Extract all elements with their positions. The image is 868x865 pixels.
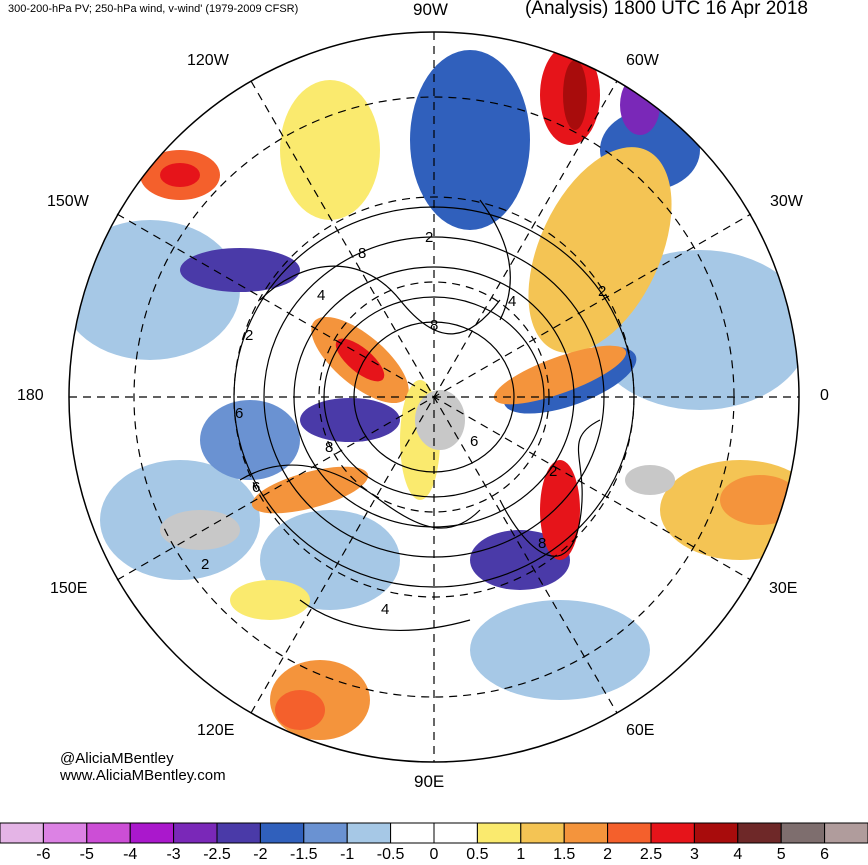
contour-label: 8	[358, 245, 366, 262]
contour-labels: 2 4 8 2 4 6 2 8 6 2 4 8 8 6 2	[201, 229, 606, 618]
contour-label: 2	[425, 229, 433, 246]
analysis-time-title: (Analysis) 1800 UTC 16 Apr 2018	[524, 0, 808, 19]
colorbar-tick-label: 4	[733, 846, 743, 863]
contour-label: 2	[598, 283, 606, 300]
lon-label-30w: 30W	[770, 193, 803, 210]
lon-label-60w: 60W	[626, 52, 659, 69]
colorbar-swatch	[42, 822, 88, 844]
colorbar-tick-label: -2	[253, 846, 268, 863]
contour-label: 8	[538, 535, 546, 552]
colorbar-tick-label: -3	[166, 846, 181, 863]
lon-label-90e: 90E	[414, 772, 445, 791]
colorbar-tick-label: -0.5	[376, 846, 405, 863]
colorbar-swatch	[650, 822, 695, 844]
lon-label-30e: 30E	[769, 580, 798, 597]
credit-handle: @AliciaMBentley	[60, 750, 174, 767]
colorbar-swatch	[520, 822, 565, 844]
colorbar-swatch	[737, 822, 782, 844]
colorbar-tick-label: 1	[516, 846, 526, 863]
colorbar-swatch	[563, 822, 609, 844]
contour-label: 2	[201, 556, 209, 573]
colorbar-swatch	[780, 822, 826, 844]
contour-label: 6	[235, 405, 243, 422]
contour-label: 4	[317, 287, 325, 304]
lon-label-120e: 120E	[197, 722, 235, 739]
graticule	[69, 32, 799, 762]
colorbar-swatch	[259, 822, 305, 844]
colorbar-tick-label: 0.5	[466, 846, 489, 863]
colorbar-swatch	[476, 822, 522, 844]
contour-label: 8	[325, 439, 333, 456]
colorbar-swatch	[86, 822, 131, 844]
contour-label: 6	[470, 433, 478, 450]
contour-label: 4	[508, 293, 516, 310]
colorbar-tick-label: 5	[776, 846, 786, 863]
colorbar-swatch	[346, 822, 392, 844]
colorbar	[0, 822, 868, 844]
contour-label: 2	[549, 463, 557, 480]
colorbar-tick-label: -1.5	[290, 846, 318, 863]
lon-label-60e: 60E	[626, 722, 655, 739]
colorbar-swatch	[693, 822, 739, 844]
colorbar-tick-label: -2.5	[203, 846, 231, 863]
colorbar-tick-label: -4	[123, 846, 138, 863]
colorbar-swatch	[433, 822, 478, 844]
lon-label-90w: 90W	[413, 0, 448, 19]
lon-label-150w: 150W	[47, 193, 89, 210]
colorbar-tick-label: 6	[820, 846, 830, 863]
colorbar-swatch	[303, 822, 348, 844]
credit-website: www.AliciaMBentley.com	[60, 767, 226, 784]
contour-label: 6	[252, 479, 260, 496]
map-border	[68, 31, 800, 763]
colorbar-swatch	[129, 822, 175, 844]
colorbar-tick-label: -5	[79, 846, 94, 863]
colorbar-tick-label: 0	[429, 846, 439, 863]
lon-label-0: 0	[820, 387, 829, 404]
lon-label-150e: 150E	[50, 580, 88, 597]
pv-anomaly-field	[69, 32, 799, 762]
colorbar-tick-label: -1	[340, 846, 355, 863]
colorbar-tick-label: 3	[689, 846, 699, 863]
colorbar-swatch	[390, 822, 435, 844]
colorbar-swatch	[216, 822, 261, 844]
contour-label: 2	[245, 327, 253, 344]
contour-label: 4	[381, 601, 389, 618]
colorbar-swatch	[173, 822, 218, 844]
lon-label-120w: 120W	[187, 52, 229, 69]
contour-label: 8	[430, 317, 438, 334]
colorbar-swatch	[0, 822, 44, 844]
colorbar-swatch	[824, 822, 868, 844]
colorbar-tick-label: 1.5	[553, 846, 576, 863]
colorbar-tick-label: 2	[603, 846, 613, 863]
colorbar-tick-label: -6	[36, 846, 51, 863]
colorbar-swatch	[607, 822, 652, 844]
colorbar-tick-label: 2.5	[639, 846, 663, 863]
plot-description: 300-200-hPa PV; 250-hPa wind, v-wind' (1…	[8, 3, 299, 15]
lon-label-180: 180	[17, 387, 44, 404]
